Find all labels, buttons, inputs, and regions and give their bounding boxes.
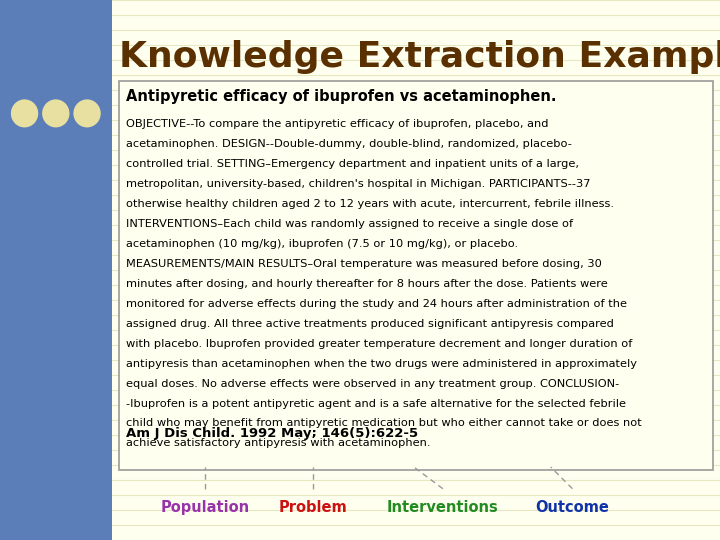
Bar [119, 81, 713, 470]
Text: Outcome: Outcome [536, 500, 609, 515]
Text: Knowledge Extraction Example: Knowledge Extraction Example [119, 40, 720, 75]
Text: acetaminophen (10 mg/kg), ibuprofen (7.5 or 10 mg/kg), or placebo.: acetaminophen (10 mg/kg), ibuprofen (7.5… [126, 239, 518, 249]
Text: Problem: Problem [279, 500, 348, 515]
Text: antipyresis than acetaminophen when the two drugs were administered in approxima: antipyresis than acetaminophen when the … [126, 359, 637, 369]
Text: controlled trial. SETTING–Emergency department and inpatient units of a large,: controlled trial. SETTING–Emergency depa… [126, 159, 579, 169]
Text: metropolitan, university-based, children's hospital in Michigan. PARTICIPANTS--3: metropolitan, university-based, children… [126, 179, 590, 189]
Text: equal doses. No adverse effects were observed in any treatment group. CONCLUSION: equal doses. No adverse effects were obs… [126, 379, 619, 389]
Text: Population: Population [161, 500, 250, 515]
Ellipse shape [11, 99, 38, 127]
Ellipse shape [73, 99, 101, 127]
Text: minutes after dosing, and hourly thereafter for 8 hours after the dose. Patients: minutes after dosing, and hourly thereaf… [126, 279, 608, 289]
Text: Am J Dis Child. 1992 May; 146(5):622-5: Am J Dis Child. 1992 May; 146(5):622-5 [126, 427, 418, 440]
Ellipse shape [42, 99, 69, 127]
Text: child who may benefit from antipyretic medication but who either cannot take or : child who may benefit from antipyretic m… [126, 418, 642, 429]
Text: assigned drug. All three active treatments produced significant antipyresis comp: assigned drug. All three active treatmen… [126, 319, 614, 329]
Text: acetaminophen. DESIGN--Double-dummy, double-blind, randomized, placebo-: acetaminophen. DESIGN--Double-dummy, dou… [126, 139, 572, 149]
Text: -Ibuprofen is a potent antipyretic agent and is a safe alternative for the selec: -Ibuprofen is a potent antipyretic agent… [126, 399, 626, 409]
Text: with placebo. Ibuprofen provided greater temperature decrement and longer durati: with placebo. Ibuprofen provided greater… [126, 339, 632, 349]
Text: MEASUREMENTS/MAIN RESULTS–Oral temperature was measured before dosing, 30: MEASUREMENTS/MAIN RESULTS–Oral temperatu… [126, 259, 602, 269]
Text: Antipyretic efficacy of ibuprofen vs acetaminophen.: Antipyretic efficacy of ibuprofen vs ace… [126, 89, 557, 104]
Text: achieve satisfactory antipyresis with acetaminophen.: achieve satisfactory antipyresis with ac… [126, 438, 431, 449]
Text: monitored for adverse effects during the study and 24 hours after administration: monitored for adverse effects during the… [126, 299, 627, 309]
Bar [0, 0, 112, 540]
Text: Interventions: Interventions [387, 500, 499, 515]
Text: INTERVENTIONS–Each child was randomly assigned to receive a single dose of: INTERVENTIONS–Each child was randomly as… [126, 219, 573, 229]
Text: otherwise healthy children aged 2 to 12 years with acute, intercurrent, febrile : otherwise healthy children aged 2 to 12 … [126, 199, 614, 209]
Text: OBJECTIVE--To compare the antipyretic efficacy of ibuprofen, placebo, and: OBJECTIVE--To compare the antipyretic ef… [126, 119, 549, 129]
